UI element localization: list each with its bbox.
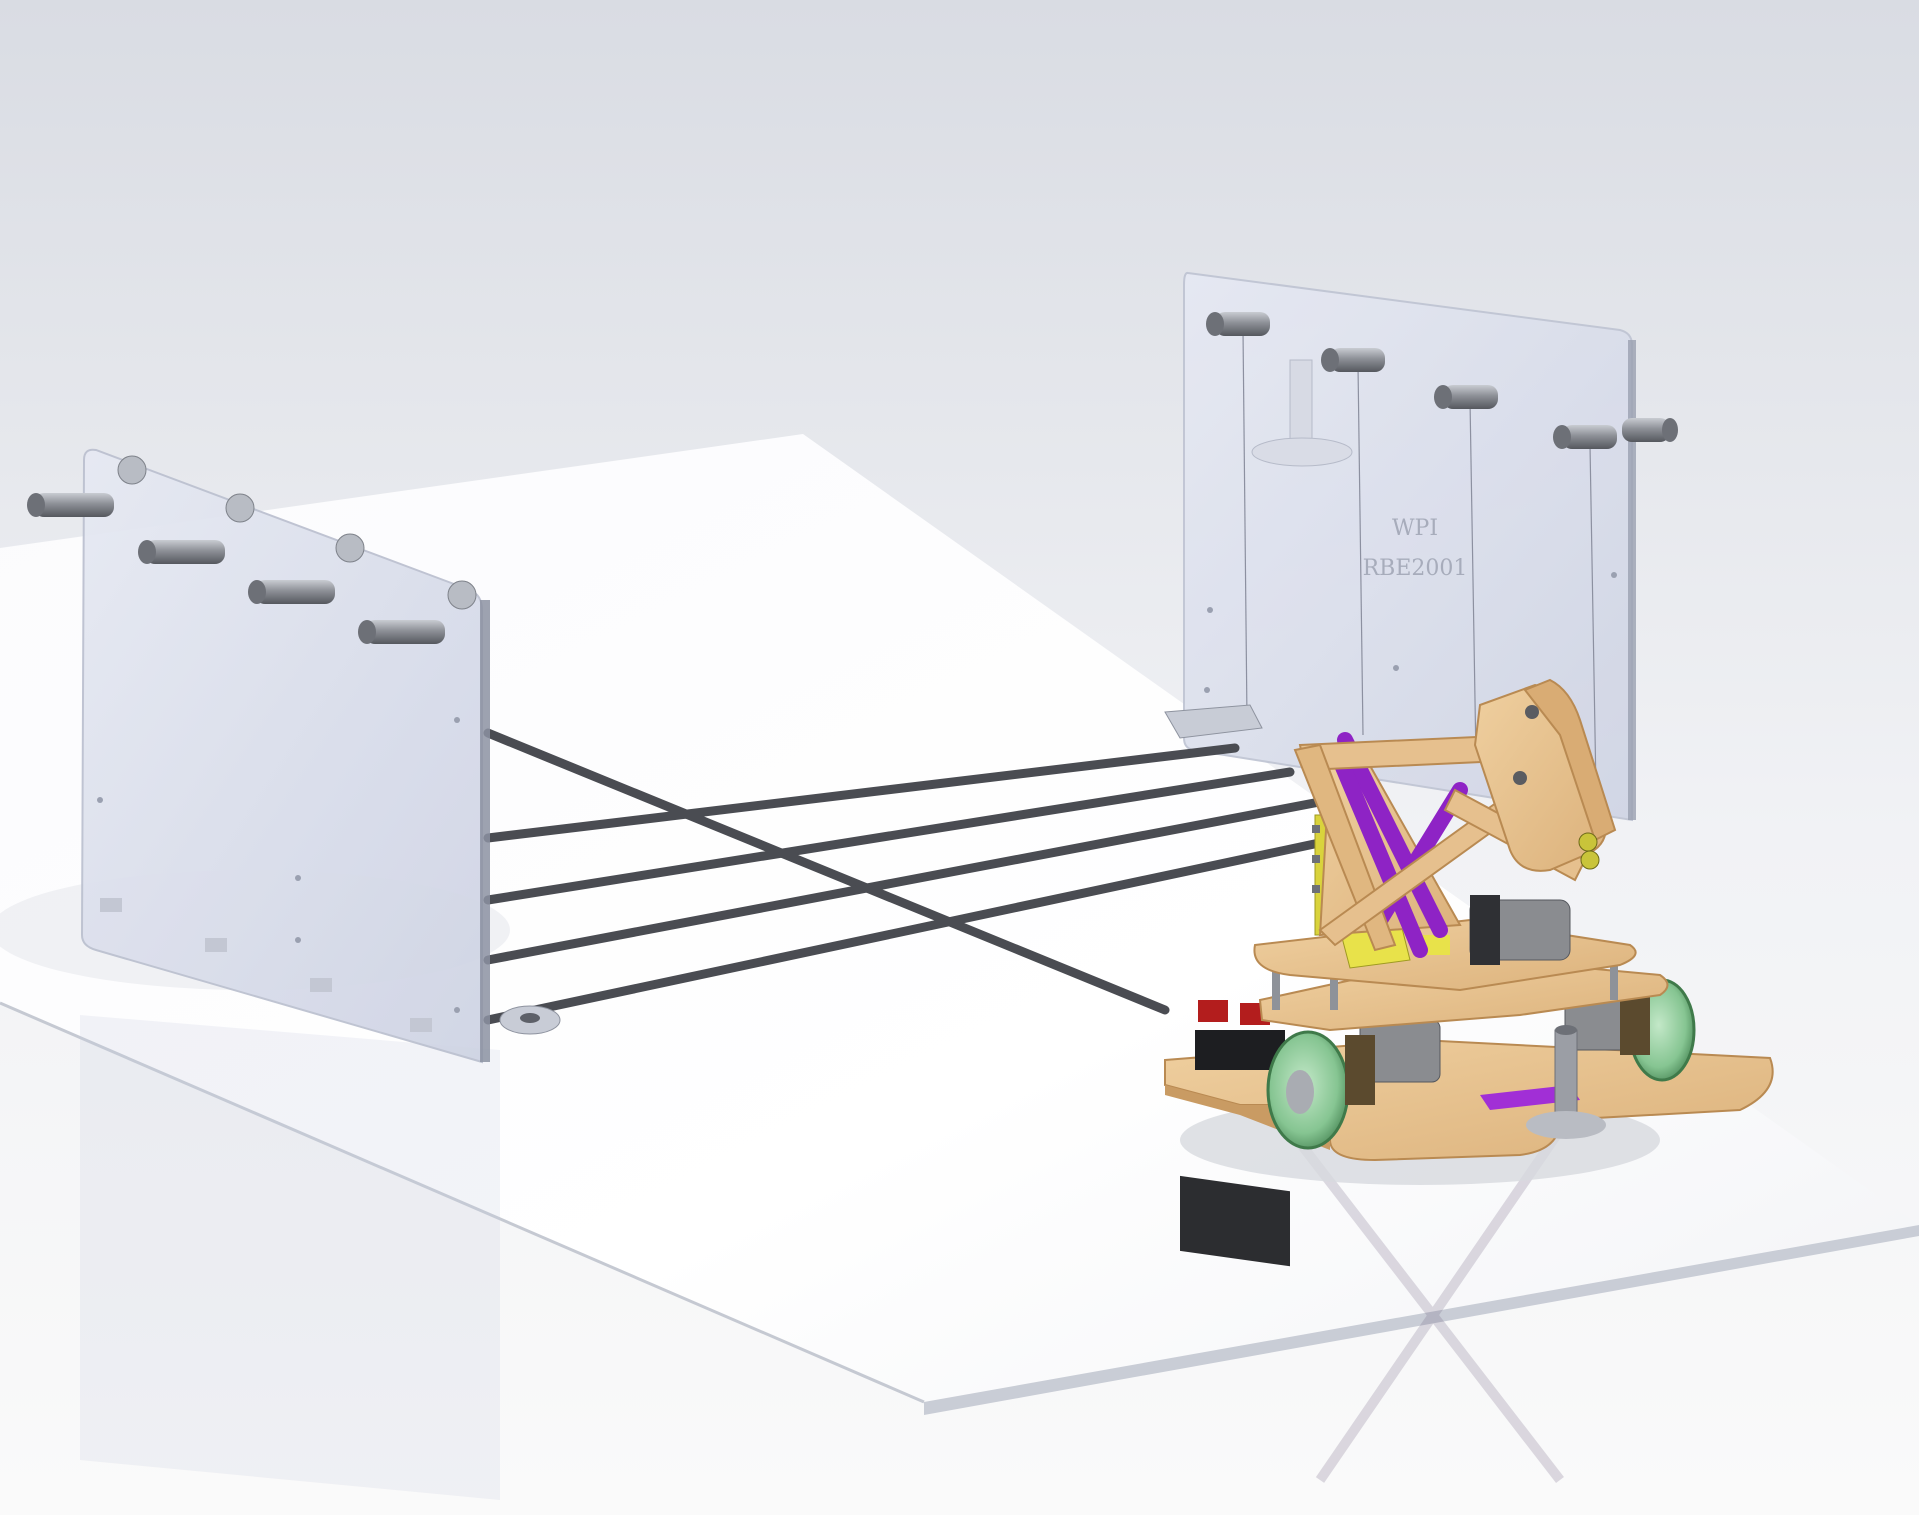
robot-3d-model <box>1164 678 1774 1267</box>
storage-peg-icon <box>358 580 477 644</box>
storage-peg-icon <box>1434 385 1498 409</box>
wheel-left-icon <box>1266 1030 1350 1150</box>
arm-links <box>1293 733 1587 952</box>
storage-peg-icon <box>1553 425 1617 449</box>
storage-peg-icon <box>1622 418 1678 442</box>
floor-reflection <box>80 1015 1565 1500</box>
storage-peg-icon <box>1321 348 1385 372</box>
storage-peg-icon <box>1206 312 1270 336</box>
track-rods <box>483 728 1385 1025</box>
storage-peg-icon <box>27 455 147 517</box>
panel-engraving-line1: WPI <box>1392 516 1438 541</box>
panel-engraving-line2: RBE2001 <box>1363 556 1468 581</box>
right-panel-pegs <box>1206 312 1678 449</box>
storage-peg-icon <box>138 493 255 564</box>
storage-peg-icon <box>248 533 365 604</box>
right-acrylic-panel: WPI RBE2001 <box>1164 271 1636 822</box>
left-panel-pegs <box>27 455 477 644</box>
left-acrylic-panel <box>80 448 561 1064</box>
